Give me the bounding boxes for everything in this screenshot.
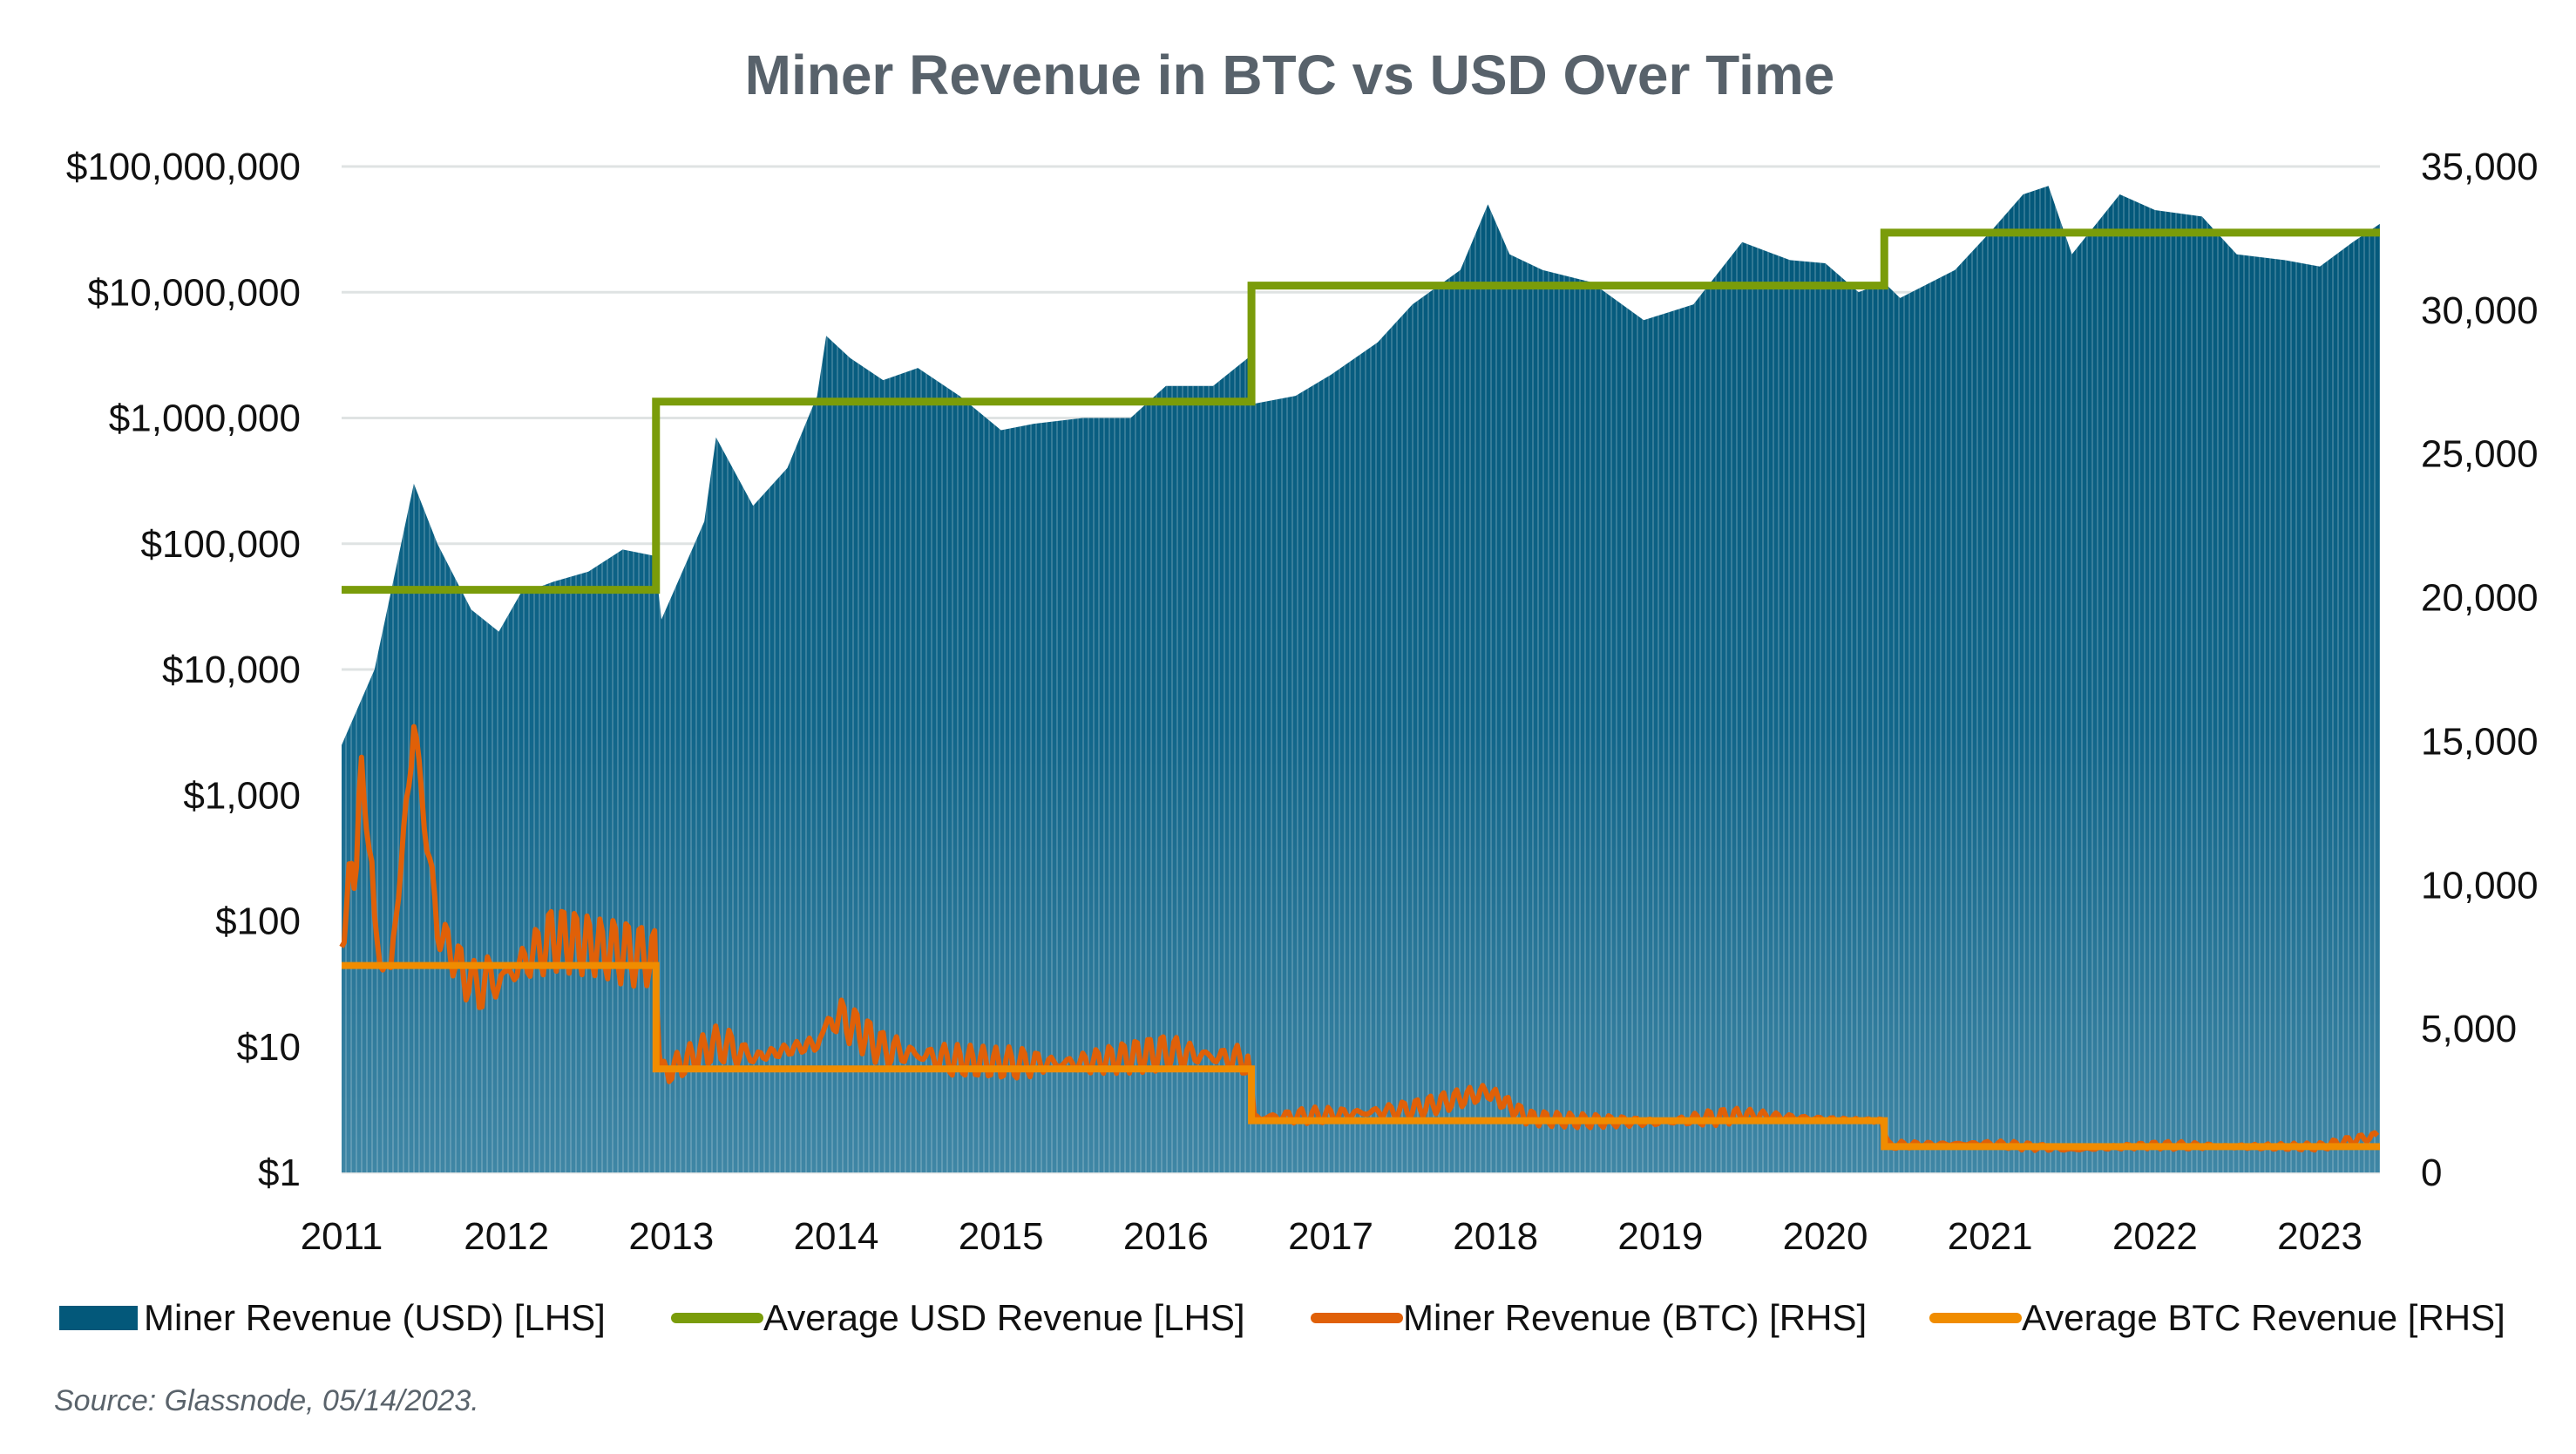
x-tick-label: 2020 [1783, 1215, 1868, 1258]
x-tick-label: 2023 [2277, 1215, 2362, 1258]
legend-label: Miner Revenue (USD) [LHS] [144, 1297, 606, 1338]
x-tick-label: 2022 [2112, 1215, 2198, 1258]
right-tick-label: 30,000 [2421, 289, 2539, 332]
x-tick-label: 2011 [301, 1215, 383, 1258]
right-tick-label: 5,000 [2421, 1008, 2517, 1050]
average-btc-revenue-line [342, 961, 2380, 1151]
left-tick-label: $100,000 [140, 523, 301, 566]
x-tick-label: 2019 [1617, 1215, 1703, 1258]
left-tick-label: $100,000,000 [66, 146, 301, 188]
left-tick-label: $100 [215, 900, 301, 943]
x-tick-label: 2016 [1123, 1215, 1209, 1258]
left-axis: $1 $10 $100 $1,000 $10,000 $100,000 $1,000,000… [66, 146, 301, 1194]
left-tick-label: $1,000 [183, 774, 301, 817]
usd-revenue-area-texture [342, 186, 2380, 1172]
chart-title: Miner Revenue in BTC vs USD Over Time [745, 44, 1835, 106]
left-tick-label: $1 [258, 1152, 301, 1194]
plot-area [339, 186, 2380, 1172]
left-tick-label: $1,000,000 [109, 397, 301, 440]
x-tick-label: 2013 [628, 1215, 714, 1258]
right-tick-label: 15,000 [2421, 720, 2539, 763]
right-tick-label: 25,000 [2421, 433, 2539, 476]
x-axis: 2011 2012 2013 2014 2015 2016 2017 2018 2019 2020… [301, 1215, 2362, 1258]
legend-label: Average BTC Revenue [RHS] [2022, 1297, 2505, 1338]
x-tick-label: 2018 [1453, 1215, 1538, 1258]
right-tick-label: 10,000 [2421, 864, 2539, 907]
legend-label: Average USD Revenue [LHS] [763, 1297, 1245, 1338]
legend-swatch-usd-revenue [59, 1306, 138, 1330]
x-tick-label: 2021 [1948, 1215, 2033, 1258]
legend: Miner Revenue (USD) [LHS] Average USD Rev… [59, 1297, 2505, 1338]
x-tick-label: 2017 [1288, 1215, 1373, 1258]
left-tick-label: $10 [237, 1026, 301, 1069]
left-tick-label: $10,000 [162, 649, 301, 691]
legend-label: Miner Revenue (BTC) [RHS] [1403, 1297, 1867, 1338]
x-tick-label: 2014 [794, 1215, 879, 1258]
source-note: Source: Glassnode, 05/14/2023. [54, 1384, 479, 1417]
average-usd-revenue-line [342, 228, 2380, 595]
x-tick-label: 2012 [464, 1215, 549, 1258]
right-tick-label: 35,000 [2421, 146, 2539, 188]
right-tick-label: 20,000 [2421, 577, 2539, 620]
left-tick-label: $10,000,000 [87, 271, 301, 314]
x-tick-label: 2015 [959, 1215, 1044, 1258]
right-axis: 0 5,000 10,000 15,000 20,000 25,000 30,000 35,0… [2421, 146, 2539, 1194]
right-tick-label: 0 [2421, 1152, 2442, 1194]
